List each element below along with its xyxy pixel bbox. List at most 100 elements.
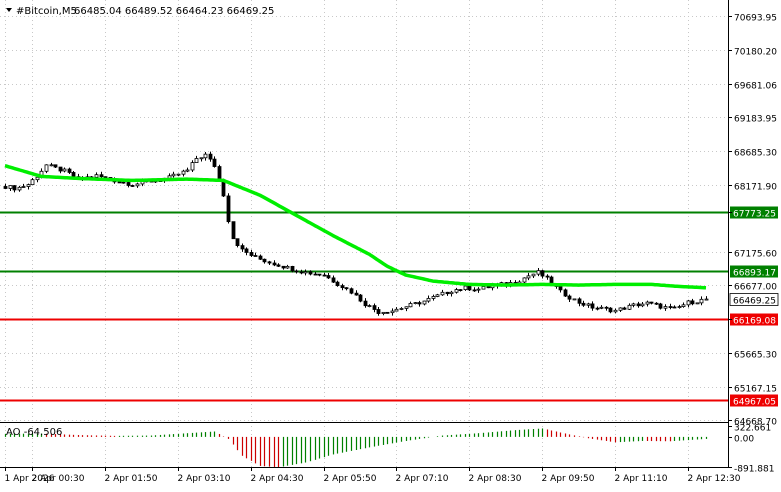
candle-body <box>208 153 213 160</box>
ao-tick-label: 322.661 <box>734 424 771 434</box>
candle-body <box>595 307 600 310</box>
candle-body <box>58 166 63 172</box>
candle-body <box>399 308 404 310</box>
candle-body <box>126 182 131 186</box>
y-tick-label: 69183.95 <box>734 115 777 125</box>
candle-body <box>294 270 299 273</box>
moving-average-line <box>4 164 707 290</box>
candle-body <box>67 168 72 173</box>
candle-body <box>135 183 140 187</box>
candle-body <box>299 271 304 274</box>
candle-body <box>322 274 327 277</box>
candle-body <box>522 277 527 283</box>
candle-body <box>181 170 186 175</box>
candle-body <box>404 306 409 309</box>
candle-body <box>677 306 682 308</box>
current-price-tag <box>729 293 779 306</box>
candle-body <box>253 255 258 257</box>
candle-body <box>622 307 627 310</box>
candle-body <box>476 288 481 291</box>
candle-body <box>440 291 445 296</box>
candle-body <box>358 294 363 302</box>
candle-body <box>618 307 623 311</box>
x-tick-label: 2 Apr 04:30 <box>251 474 304 484</box>
candle-body <box>563 289 568 297</box>
x-tick-label: 2 Apr 08:30 <box>469 474 522 484</box>
axes: 70693.95 70180.20 69681.06 69183.95 68685.30… <box>0 0 777 484</box>
symbol-dropdown-icon[interactable] <box>6 8 12 12</box>
candle-body <box>53 164 58 168</box>
ao-indicator-label: AO -64.506 <box>6 427 62 438</box>
candle-body <box>390 310 395 314</box>
candle-body <box>681 304 686 307</box>
y-tick-label: 68685.30 <box>734 149 777 159</box>
candle-body <box>26 184 31 187</box>
candle-body <box>536 270 541 275</box>
candle-body <box>267 261 272 264</box>
level-price-tag <box>730 313 778 326</box>
level-price-label: 66169.08 <box>733 317 776 327</box>
candle-body <box>344 287 349 290</box>
candle-body <box>385 311 390 314</box>
level-price-tag <box>730 206 778 219</box>
candle-body <box>62 168 67 172</box>
candle-body <box>290 265 295 272</box>
candle-body <box>3 186 8 189</box>
candle-body <box>363 300 368 307</box>
x-tick-label: 2 Apr 09:50 <box>542 474 595 484</box>
y-tick-label: 65167.15 <box>734 385 777 395</box>
current-price-label: 66469.25 <box>733 297 776 307</box>
candles <box>3 151 709 316</box>
level-price-label: 66893.17 <box>733 269 776 279</box>
candle-body <box>604 306 609 309</box>
labels: #Bitcoin,M5 66485.04 66489.52 66464.23 6… <box>6 6 274 17</box>
x-tick-label: 2 Apr 01:50 <box>105 474 158 484</box>
ohlc-label: 66485.04 66489.52 66464.23 66469.25 <box>74 6 274 17</box>
y-tick-label: 66677.00 <box>734 283 777 293</box>
candle-body <box>244 248 249 253</box>
y-tick-label: 67175.60 <box>734 250 777 260</box>
x-tick-label: 1 Apr 2026 <box>5 474 55 484</box>
candle-body <box>695 302 700 305</box>
candle-body <box>272 262 277 266</box>
candle-body <box>394 308 399 312</box>
x-tick-label: 2 Apr 12:30 <box>688 474 741 484</box>
candle-body <box>235 238 240 246</box>
y-tick-label: 69681.06 <box>734 82 777 92</box>
candle-body <box>472 289 477 292</box>
candle-body <box>426 298 431 302</box>
candle-body <box>376 309 381 314</box>
candle-body <box>672 306 677 309</box>
candle-body <box>590 303 595 309</box>
level-price-label: 67773.25 <box>733 210 776 220</box>
candle-body <box>367 305 372 308</box>
candle-body <box>326 275 331 279</box>
ao-tick-label: 0.00 <box>734 435 754 445</box>
level-lines: 67773.25 66893.17 66169.08 64967.05 66469.25 <box>0 206 779 408</box>
candle-body <box>276 264 281 267</box>
x-tick-label: 2 Apr 07:10 <box>396 474 449 484</box>
candle-body <box>199 157 204 160</box>
x-tick-label: 2 Apr 03:10 <box>178 474 231 484</box>
candle-body <box>567 295 572 300</box>
candle-body <box>704 298 709 301</box>
candle-body <box>545 275 550 278</box>
candle-body <box>668 306 673 308</box>
candle-body <box>281 265 286 269</box>
candle-body <box>458 289 463 291</box>
candle-body <box>94 174 99 178</box>
candle-body <box>303 271 308 274</box>
x-tick-label: 2 Apr 00:30 <box>32 474 85 484</box>
ao-tick-label: -891.881 <box>734 465 774 475</box>
ao-histogram: AO -64.506 <box>4 427 708 468</box>
candle-body <box>121 181 126 184</box>
candle-body <box>17 186 22 191</box>
candle-body <box>581 302 586 306</box>
candle-body <box>408 303 413 308</box>
level-price-tag <box>730 265 778 278</box>
candle-body <box>103 176 108 179</box>
candle-body <box>558 286 563 291</box>
